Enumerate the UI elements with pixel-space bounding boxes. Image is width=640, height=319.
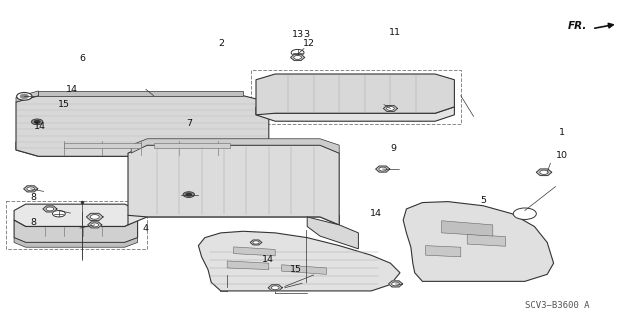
Circle shape: [392, 282, 399, 286]
Polygon shape: [128, 207, 339, 225]
Polygon shape: [467, 234, 506, 246]
Circle shape: [253, 241, 259, 244]
Text: SCV3−B3600 A: SCV3−B3600 A: [525, 301, 589, 310]
Text: 14: 14: [262, 256, 273, 264]
Polygon shape: [14, 204, 138, 226]
Circle shape: [540, 170, 548, 174]
Circle shape: [20, 94, 28, 98]
Circle shape: [91, 223, 99, 227]
Circle shape: [513, 208, 536, 219]
Circle shape: [291, 49, 304, 56]
Polygon shape: [64, 143, 141, 148]
Text: 13: 13: [292, 30, 303, 39]
Polygon shape: [154, 143, 230, 148]
Polygon shape: [376, 166, 390, 172]
Text: 7: 7: [186, 119, 192, 128]
Text: 14: 14: [67, 85, 78, 94]
Polygon shape: [198, 231, 400, 291]
Polygon shape: [383, 105, 397, 112]
Polygon shape: [14, 220, 138, 242]
Circle shape: [186, 193, 191, 196]
Polygon shape: [388, 281, 403, 287]
Polygon shape: [14, 238, 138, 247]
Polygon shape: [536, 169, 552, 175]
Polygon shape: [256, 74, 454, 115]
Polygon shape: [250, 240, 262, 245]
Polygon shape: [43, 206, 57, 212]
Circle shape: [17, 93, 32, 100]
Circle shape: [35, 121, 40, 123]
Circle shape: [52, 211, 65, 217]
Polygon shape: [128, 145, 339, 225]
Text: 4: 4: [143, 224, 149, 233]
Text: 15: 15: [58, 100, 70, 109]
Text: 8: 8: [30, 218, 36, 227]
Circle shape: [183, 192, 195, 197]
Text: 1: 1: [559, 128, 565, 137]
Circle shape: [46, 207, 54, 211]
Text: 6: 6: [79, 54, 85, 63]
Text: 5: 5: [480, 197, 486, 205]
Polygon shape: [86, 213, 103, 220]
Text: FR.: FR.: [568, 21, 588, 31]
Text: 14: 14: [35, 122, 46, 130]
Text: 2: 2: [218, 39, 224, 48]
Polygon shape: [403, 202, 554, 281]
Polygon shape: [16, 140, 269, 163]
Text: 9: 9: [390, 144, 396, 153]
Polygon shape: [282, 265, 326, 274]
Text: 12: 12: [303, 39, 315, 48]
Polygon shape: [227, 261, 269, 270]
Text: 14: 14: [371, 209, 382, 218]
Circle shape: [387, 107, 394, 110]
Circle shape: [379, 167, 387, 171]
Circle shape: [271, 286, 279, 290]
Polygon shape: [88, 222, 102, 228]
Polygon shape: [268, 285, 282, 291]
Text: 3: 3: [303, 30, 309, 39]
Polygon shape: [16, 91, 38, 102]
Circle shape: [27, 187, 35, 191]
Polygon shape: [16, 96, 269, 163]
Polygon shape: [307, 217, 358, 249]
Polygon shape: [234, 247, 275, 256]
Circle shape: [90, 215, 99, 219]
Polygon shape: [291, 54, 305, 61]
Polygon shape: [38, 91, 243, 96]
Circle shape: [31, 119, 43, 125]
Circle shape: [294, 56, 301, 59]
Polygon shape: [426, 246, 461, 257]
Polygon shape: [24, 186, 38, 192]
Polygon shape: [256, 107, 454, 121]
Polygon shape: [442, 221, 493, 236]
Polygon shape: [131, 139, 339, 153]
Text: 11: 11: [389, 28, 401, 37]
Text: 10: 10: [556, 151, 568, 160]
Text: 8: 8: [30, 193, 36, 202]
Text: 15: 15: [290, 265, 301, 274]
